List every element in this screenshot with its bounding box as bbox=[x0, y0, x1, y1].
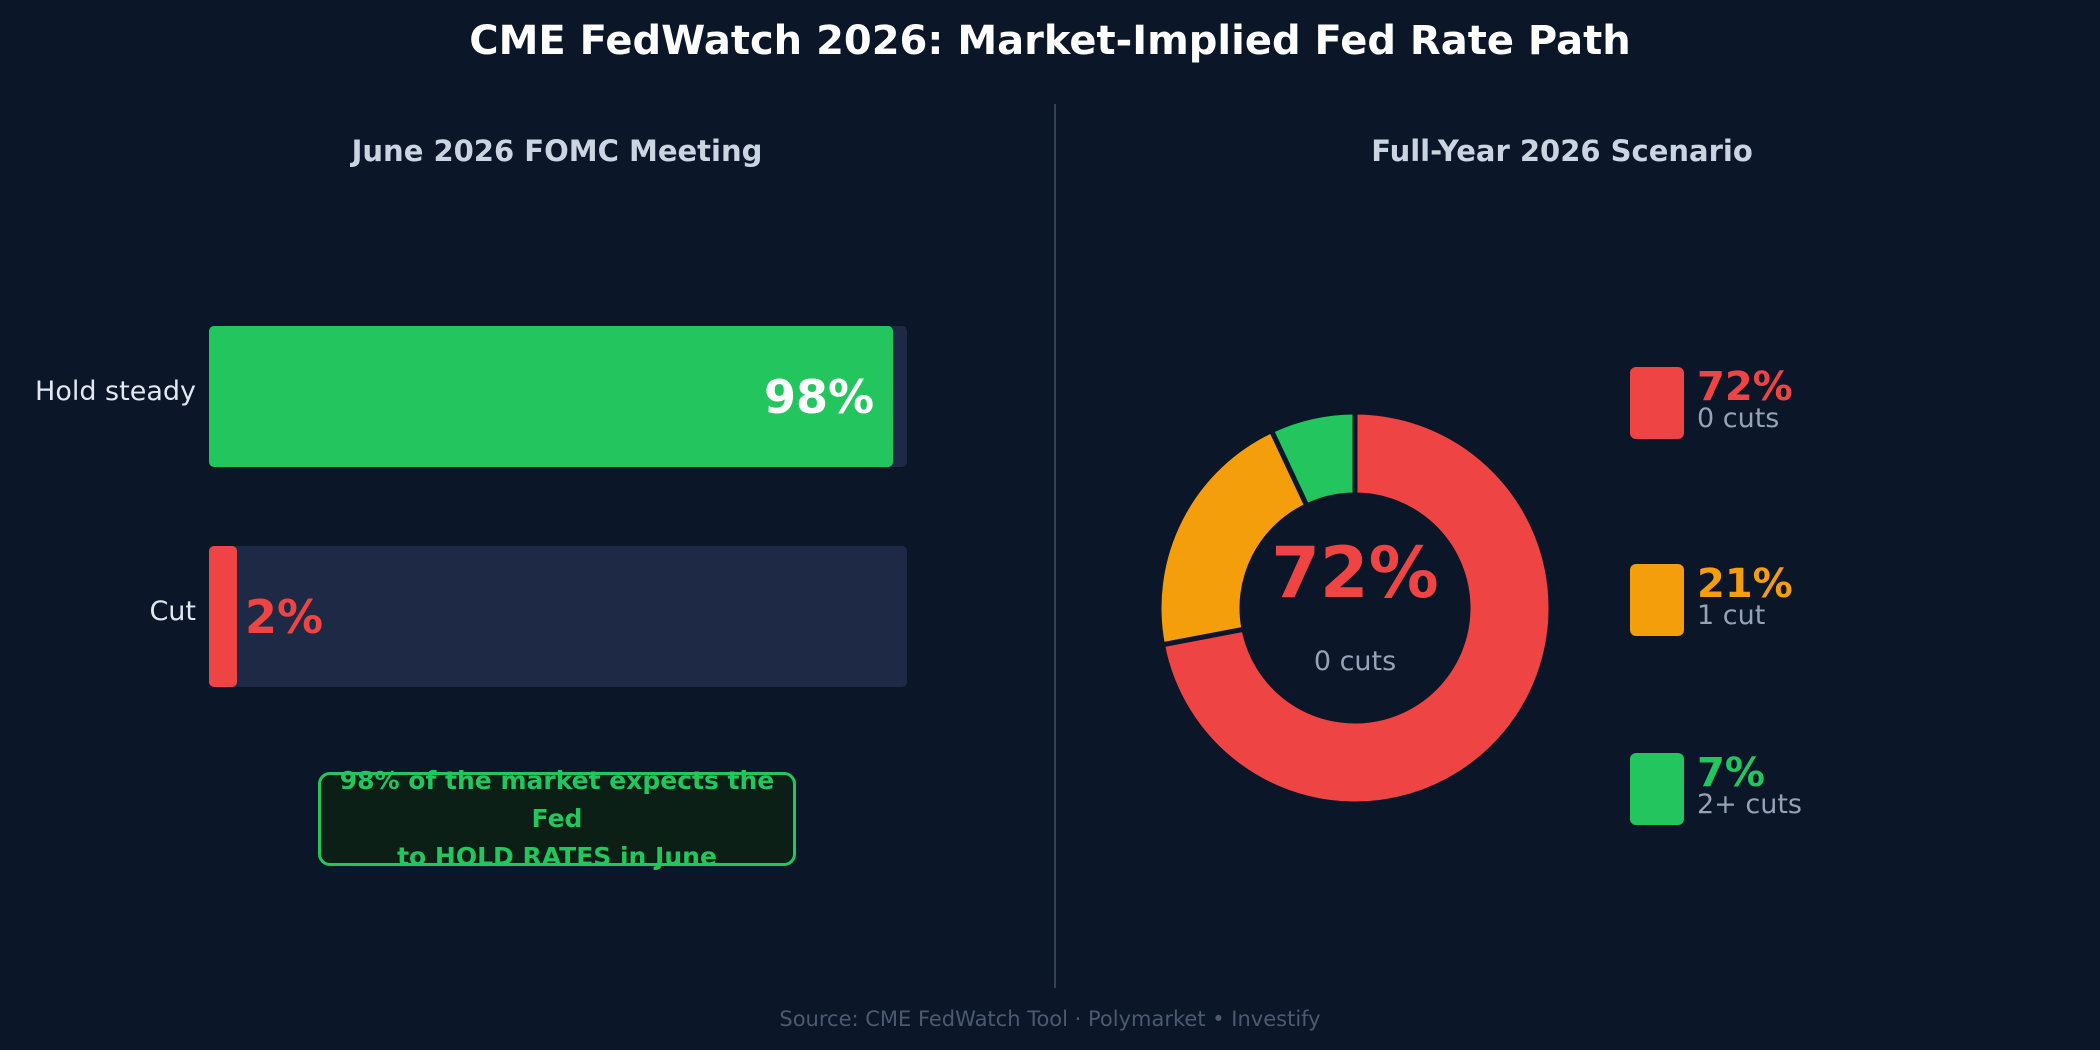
donut-center-value: 72% bbox=[1271, 532, 1439, 614]
legend-swatch-2-plus-cuts bbox=[1630, 753, 1684, 825]
bar-cut bbox=[209, 546, 237, 687]
legend-label-0-cuts: 0 cuts bbox=[1697, 403, 1780, 434]
legend-swatch-1-cut bbox=[1630, 564, 1684, 636]
bar-hold bbox=[209, 326, 894, 467]
legend-label-1-cut: 1 cut bbox=[1697, 600, 1766, 631]
legend-swatch-0-cuts bbox=[1630, 367, 1684, 439]
donut-slice-0-cuts bbox=[1159, 409, 1554, 807]
legend-value-0-cuts: 72% bbox=[1697, 364, 1793, 410]
bar-track-hold: 98% bbox=[209, 326, 907, 467]
chart-title: CME FedWatch 2026: Market-Implied Fed Ra… bbox=[469, 18, 1631, 64]
legend-value-2-plus-cuts: 7% bbox=[1697, 750, 1765, 796]
bar-label-cut: Cut bbox=[149, 596, 196, 627]
panel-divider bbox=[1054, 104, 1056, 988]
june-panel-title: June 2026 FOMC Meeting bbox=[351, 134, 763, 168]
legend-value-1-cut: 21% bbox=[1697, 561, 1793, 607]
source-note: Source: CME FedWatch Tool · Polymarket •… bbox=[779, 1007, 1321, 1031]
scenario-donut-chart: 72% 0 cuts bbox=[1156, 409, 1554, 807]
callout-line-2: to HOLD RATES in June bbox=[397, 842, 717, 871]
hold-callout-box: 98% of the market expects the Fed to HOL… bbox=[318, 766, 796, 871]
bar-value-hold: 98% bbox=[763, 369, 875, 424]
callout-line-1: 98% of the market expects the Fed bbox=[339, 766, 775, 833]
donut-slice-2-plus-cuts bbox=[1268, 409, 1358, 510]
legend-label-2-plus-cuts: 2+ cuts bbox=[1697, 789, 1802, 820]
bar-track-cut: 2% bbox=[209, 546, 907, 687]
bar-value-cut: 2% bbox=[245, 589, 324, 644]
donut-center-label: 0 cuts bbox=[1314, 646, 1396, 677]
donut-slice-1-cut bbox=[1156, 427, 1311, 648]
bar-label-hold: Hold steady bbox=[35, 376, 196, 407]
full-year-panel-title: Full-Year 2026 Scenario bbox=[1371, 134, 1753, 168]
